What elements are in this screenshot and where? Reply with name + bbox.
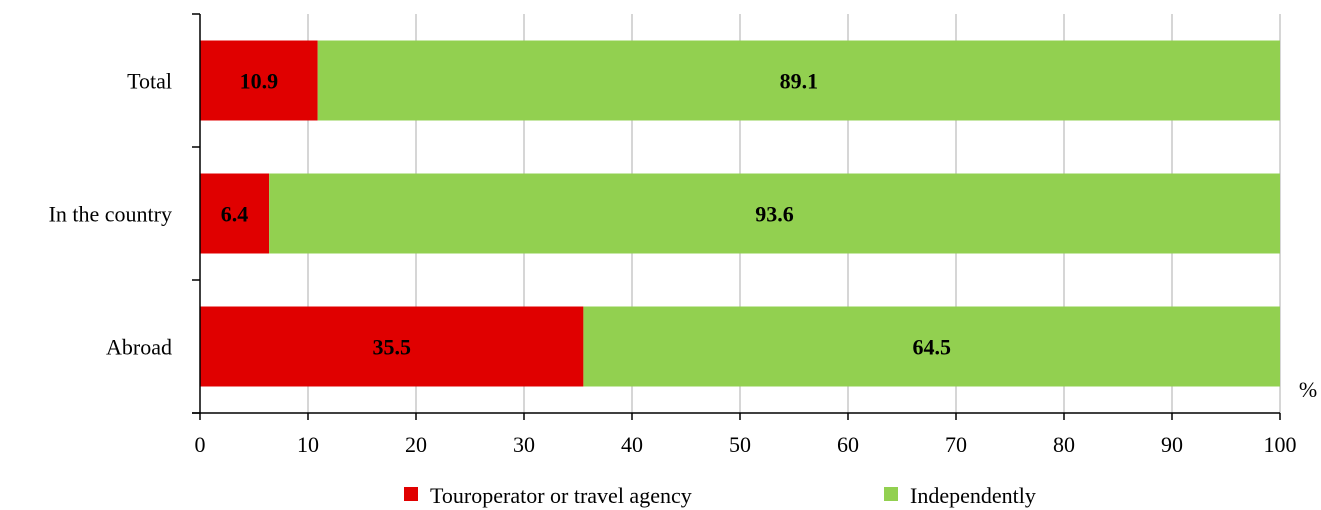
bars (200, 40, 1281, 387)
x-tick-label-20: 20 (405, 432, 427, 457)
data-label-abroad-series-1: 35.5 (372, 335, 411, 360)
x-tick-label-50: 50 (729, 432, 751, 457)
axes (192, 13, 1281, 420)
x-tick-label-40: 40 (621, 432, 643, 457)
data-label-abroad-series-2: 64.5 (912, 335, 951, 360)
bar-abroad-series-1 (200, 306, 584, 387)
legend-swatch-series-1 (404, 487, 418, 501)
legend-swatch-series-2 (884, 487, 898, 501)
labels: 10.9 89.1 Total 6.4 93.6 In the country 35.5 64… (49, 69, 1318, 458)
x-tick-label-10: 10 (297, 432, 319, 457)
category-label-total: Total (127, 69, 172, 94)
legend: Touroperator or travel agency Independent… (404, 483, 1036, 508)
x-axis-unit-label: % (1299, 377, 1317, 402)
category-label-abroad: Abroad (106, 335, 172, 360)
bar-abroad-series-2 (583, 306, 1280, 387)
x-tick-label-70: 70 (945, 432, 967, 457)
x-tick-label-80: 80 (1053, 432, 1075, 457)
data-label-total-series-2: 89.1 (780, 69, 819, 94)
bar-in-the-country-series-1 (200, 173, 270, 254)
legend-label-series-2: Independently (910, 483, 1036, 508)
x-tick-label-30: 30 (513, 432, 535, 457)
category-label-in-the-country: In the country (49, 202, 172, 227)
x-tick-label-100: 100 (1264, 432, 1297, 457)
x-tick-label-90: 90 (1161, 432, 1183, 457)
bar-total-series-1 (200, 40, 318, 121)
data-label-in-the-country-series-1: 6.4 (221, 202, 249, 227)
data-label-in-the-country-series-2: 93.6 (755, 202, 794, 227)
bar-in-the-country-series-2 (269, 173, 1280, 254)
legend-label-series-1: Touroperator or travel agency (430, 483, 692, 508)
x-tick-label-60: 60 (837, 432, 859, 457)
bar-total-series-2 (317, 40, 1281, 121)
data-label-total-series-1: 10.9 (240, 69, 279, 94)
x-tick-label-0: 0 (195, 432, 206, 457)
